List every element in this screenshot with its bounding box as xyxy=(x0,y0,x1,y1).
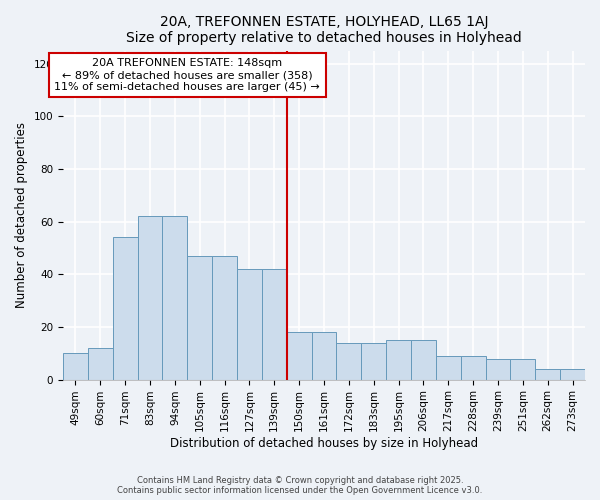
Title: 20A, TREFONNEN ESTATE, HOLYHEAD, LL65 1AJ
Size of property relative to detached : 20A, TREFONNEN ESTATE, HOLYHEAD, LL65 1A… xyxy=(126,15,522,45)
Bar xyxy=(63,354,88,380)
X-axis label: Distribution of detached houses by size in Holyhead: Distribution of detached houses by size … xyxy=(170,437,478,450)
Text: 20A TREFONNEN ESTATE: 148sqm
← 89% of detached houses are smaller (358)
11% of s: 20A TREFONNEN ESTATE: 148sqm ← 89% of de… xyxy=(55,58,320,92)
Bar xyxy=(511,358,535,380)
Bar xyxy=(163,216,187,380)
Bar xyxy=(262,269,287,380)
Bar xyxy=(311,332,337,380)
Bar xyxy=(485,358,511,380)
Bar xyxy=(461,356,485,380)
Bar xyxy=(113,238,137,380)
Bar xyxy=(137,216,163,380)
Bar xyxy=(187,256,212,380)
Bar xyxy=(411,340,436,380)
Bar xyxy=(535,369,560,380)
Bar xyxy=(361,342,386,380)
Bar xyxy=(560,369,585,380)
Bar xyxy=(237,269,262,380)
Bar xyxy=(287,332,311,380)
Bar xyxy=(88,348,113,380)
Bar xyxy=(436,356,461,380)
Bar xyxy=(212,256,237,380)
Y-axis label: Number of detached properties: Number of detached properties xyxy=(15,122,28,308)
Bar xyxy=(337,342,361,380)
Bar xyxy=(386,340,411,380)
Text: Contains HM Land Registry data © Crown copyright and database right 2025.
Contai: Contains HM Land Registry data © Crown c… xyxy=(118,476,482,495)
